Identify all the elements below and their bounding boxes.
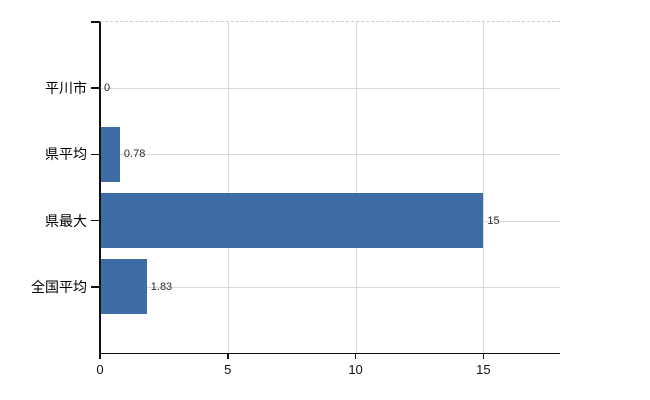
value-label: 1.83 (150, 280, 173, 293)
horizontal-gridline (100, 88, 560, 90)
plot-top-border (100, 21, 560, 22)
x-axis-tick (482, 353, 485, 359)
category-label: 平川市 (45, 80, 87, 97)
x-axis-tick (227, 353, 229, 359)
x-axis (100, 352, 560, 354)
y-axis-tick (91, 21, 100, 23)
y-axis (99, 22, 101, 358)
y-axis-tick (91, 219, 100, 222)
value-label: 0 (104, 82, 111, 95)
x-axis-tick (99, 353, 101, 359)
vertical-gridline (227, 22, 229, 353)
horizontal-gridline (100, 286, 560, 288)
y-axis-tick (91, 153, 100, 156)
bar (100, 259, 147, 315)
x-tick-label: 0 (96, 362, 104, 377)
value-label: 15 (487, 214, 500, 227)
vertical-gridline (483, 22, 485, 353)
value-label: 0.78 (123, 148, 146, 161)
x-axis-tick (354, 353, 357, 359)
bar (100, 126, 120, 182)
x-tick-label: 15 (476, 362, 491, 377)
x-tick-label: 5 (224, 362, 232, 377)
category-label: 県平均 (45, 146, 87, 163)
x-tick-label: 10 (348, 362, 363, 377)
vertical-gridline (355, 22, 357, 353)
horizontal-gridline (100, 154, 560, 156)
y-axis-tick (91, 87, 100, 89)
category-label: 全国平均 (31, 278, 87, 295)
y-axis-tick (91, 286, 100, 288)
bar (100, 193, 484, 249)
category-label: 県最大 (45, 212, 87, 229)
